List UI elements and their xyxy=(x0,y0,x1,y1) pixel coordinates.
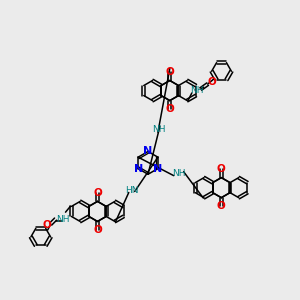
Text: O: O xyxy=(207,77,216,87)
Text: O: O xyxy=(217,201,226,211)
Text: NH: NH xyxy=(190,85,203,94)
Text: NH: NH xyxy=(56,214,69,224)
Text: O: O xyxy=(42,220,51,230)
Text: O: O xyxy=(93,225,102,235)
Text: O: O xyxy=(217,164,226,174)
Text: NH: NH xyxy=(152,125,166,134)
Text: N: N xyxy=(134,164,143,174)
Text: O: O xyxy=(165,104,174,114)
Text: O: O xyxy=(93,188,102,198)
Text: NH: NH xyxy=(172,169,185,178)
Text: O: O xyxy=(165,67,174,77)
Text: HN: HN xyxy=(125,186,139,195)
Text: N: N xyxy=(143,146,153,157)
Text: N: N xyxy=(153,164,163,174)
